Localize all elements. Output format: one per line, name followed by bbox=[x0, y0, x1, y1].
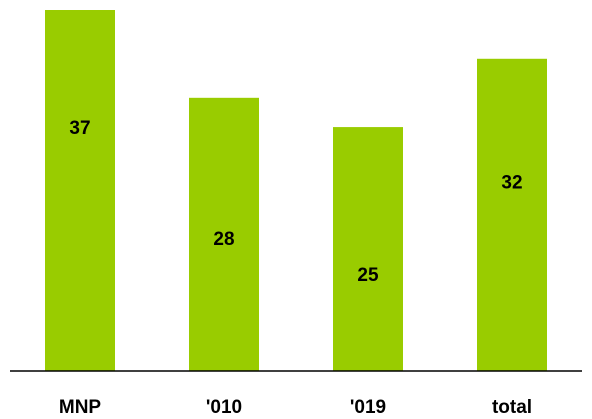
value-label: 28 bbox=[213, 229, 234, 250]
value-label: 25 bbox=[357, 265, 379, 286]
value-label: 37 bbox=[69, 118, 90, 139]
bar bbox=[189, 97, 259, 371]
bar bbox=[45, 10, 115, 371]
bar bbox=[477, 58, 547, 371]
value-label: 32 bbox=[501, 173, 522, 194]
x-tick-label: '019 bbox=[350, 397, 386, 418]
bar bbox=[333, 127, 403, 371]
x-tick-label: total bbox=[492, 397, 532, 418]
x-tick-label: MNP bbox=[59, 397, 102, 418]
x-tick-label: '010 bbox=[206, 397, 242, 418]
